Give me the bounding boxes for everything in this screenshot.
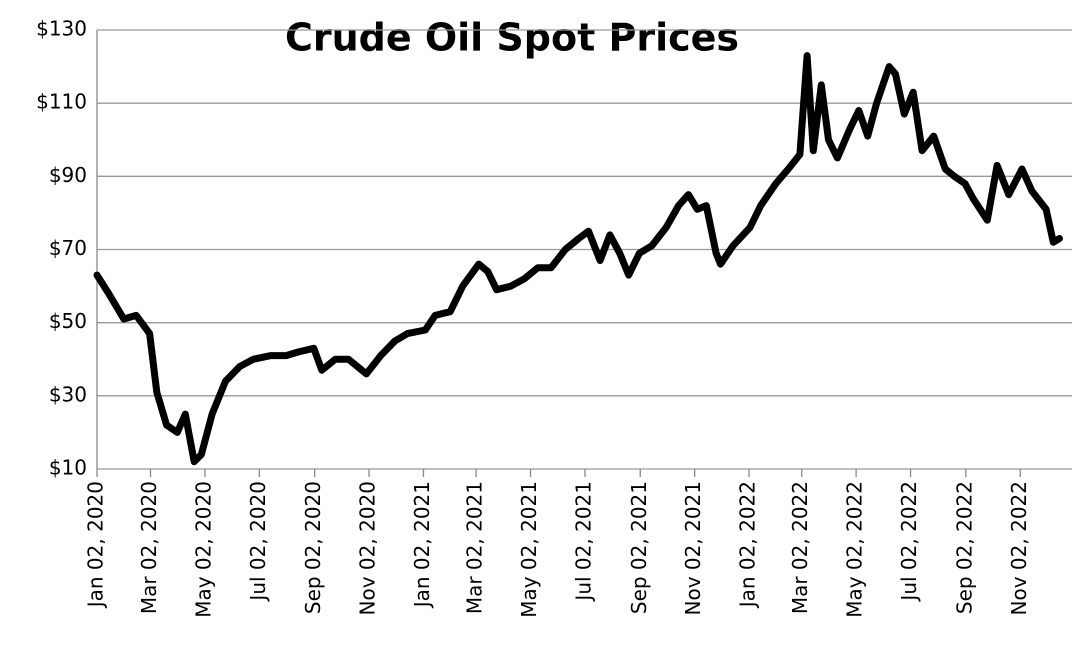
x-tick-label: Sep 02, 2022 [952, 481, 976, 614]
y-tick-label: $130 [36, 17, 87, 41]
price-line [93, 52, 1063, 466]
y-tick-label: $90 [49, 163, 87, 187]
x-tick-label: Nov 02, 2021 [681, 481, 705, 615]
x-tick-label: Sep 02, 2020 [301, 481, 325, 614]
y-tick-label: $50 [49, 309, 87, 333]
x-tick-label: Nov 02, 2022 [1007, 481, 1031, 615]
chart-title: Crude Oil Spot Prices [285, 16, 739, 60]
x-tick-label: Jan 02, 2021 [410, 481, 434, 609]
x-tick-label: May 02, 2021 [517, 481, 541, 618]
y-tick-label: $30 [49, 382, 87, 406]
x-tick-label: Jan 02, 2022 [736, 481, 760, 609]
x-tick-label: May 02, 2022 [843, 481, 867, 618]
x-tick-label: Mar 02, 2020 [137, 481, 161, 614]
x-tick-label: Mar 02, 2022 [788, 481, 812, 614]
x-tick-label: Nov 02, 2020 [356, 481, 380, 615]
y-tick-label: $70 [49, 236, 87, 260]
x-tick-label: Jul 02, 2020 [246, 481, 270, 603]
y-tick-label: $110 [36, 90, 87, 114]
y-tick-label: $10 [49, 456, 87, 480]
x-tick-label: Mar 02, 2021 [463, 481, 487, 614]
x-tick-label: Sep 02, 2021 [627, 481, 651, 614]
x-tick-label: Jul 02, 2022 [897, 481, 921, 603]
x-tick-label: Jan 02, 2020 [84, 481, 108, 609]
x-tick-label: May 02, 2020 [191, 481, 215, 618]
x-tick-label: Jul 02, 2021 [571, 481, 595, 603]
